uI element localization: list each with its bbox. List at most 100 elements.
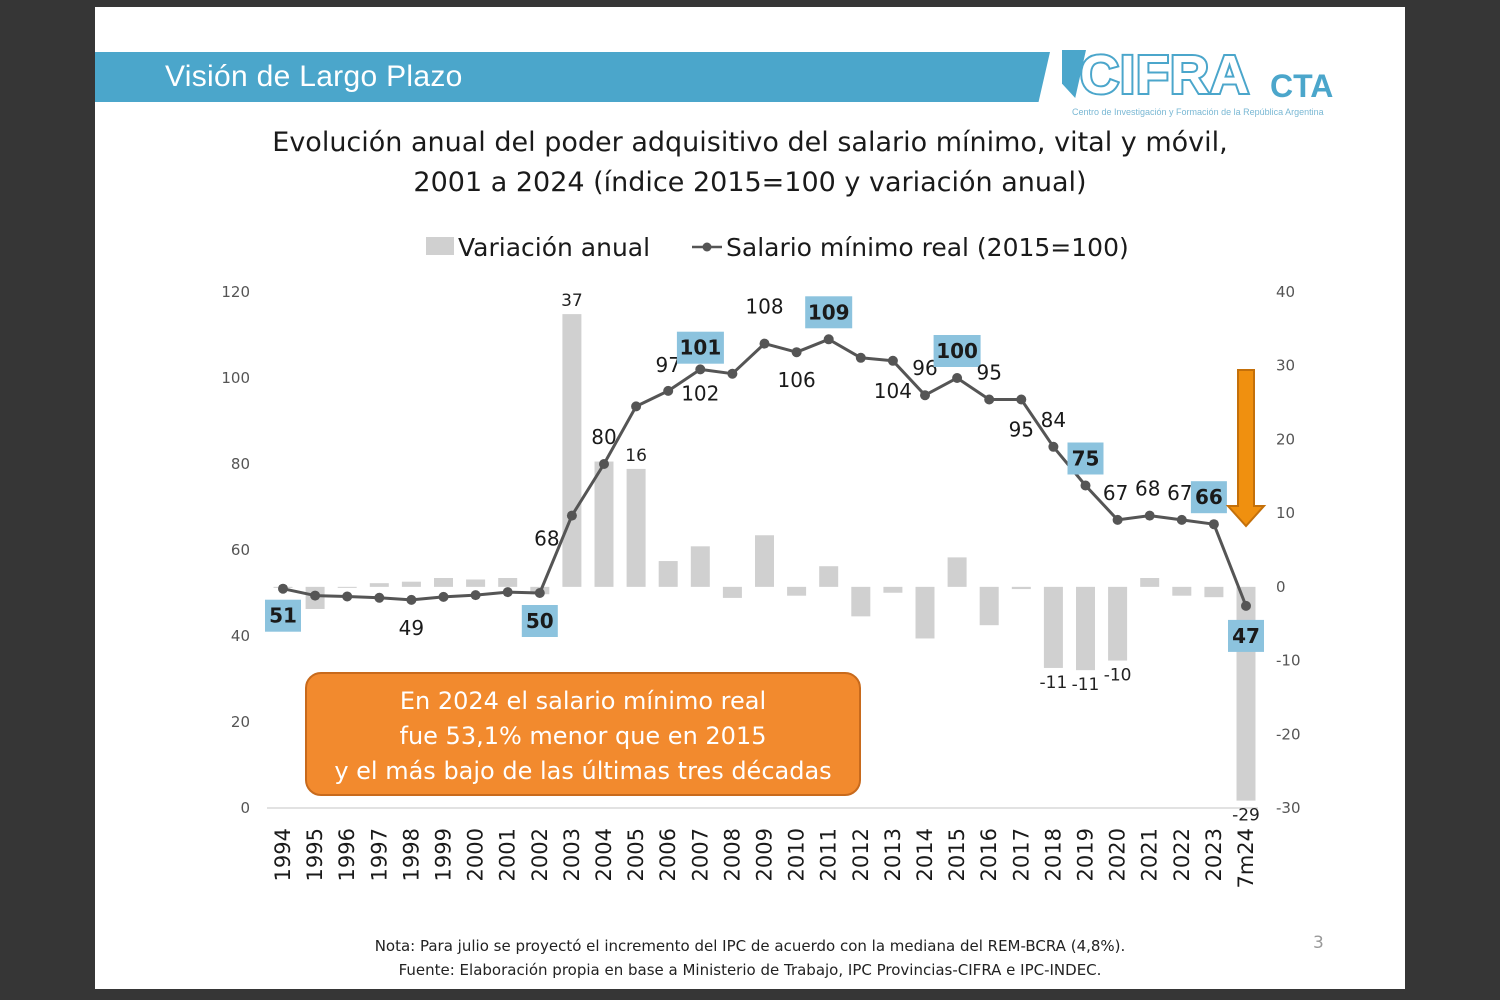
y-right-tick-label: 10 <box>1276 504 1295 522</box>
bar <box>755 535 774 587</box>
bar <box>787 586 807 596</box>
bar-value-label: 37 <box>561 291 583 311</box>
bar <box>337 586 357 588</box>
line-point <box>599 459 609 469</box>
x-tick-label: 2007 <box>688 828 712 881</box>
legend-swatch-bar <box>426 237 454 255</box>
bar <box>498 578 518 587</box>
line-point <box>1016 394 1027 405</box>
bar <box>690 546 710 587</box>
x-tick-label: 2017 <box>1009 828 1033 881</box>
chart-title: Evolución anual del poder adquisitivo de… <box>272 127 1228 158</box>
y-right-tick-label: -10 <box>1276 652 1301 670</box>
bar <box>1172 586 1192 596</box>
line-point <box>1080 480 1091 491</box>
bar <box>626 468 646 587</box>
y-left-tick-label: 40 <box>231 627 250 645</box>
line-point <box>342 591 353 602</box>
value-label-box <box>1067 442 1104 475</box>
line-point <box>1112 514 1123 525</box>
value-label: 84 <box>1041 408 1066 432</box>
value-label-box <box>1228 619 1264 652</box>
x-tick-label: 2011 <box>817 828 841 881</box>
value-label: 108 <box>745 295 783 319</box>
line-point <box>1048 441 1059 452</box>
value-label: 67 <box>1103 481 1128 505</box>
bar <box>562 314 582 587</box>
line-point <box>1176 514 1187 525</box>
x-tick-label: 2006 <box>656 828 680 881</box>
value-label-box <box>265 599 301 632</box>
y-right-tick-label: -30 <box>1276 799 1301 817</box>
down-arrow-icon <box>1225 369 1267 528</box>
value-label: 102 <box>681 381 719 405</box>
value-label: 66 <box>1195 485 1223 509</box>
x-tick-label: 2003 <box>560 828 584 881</box>
legend-label-bar: Variación anual <box>458 233 650 262</box>
y-left-tick-label: 60 <box>231 541 250 559</box>
x-tick-label: 2022 <box>1170 828 1194 881</box>
x-tick-label: 2021 <box>1138 828 1162 881</box>
x-tick-label: 2001 <box>496 828 520 881</box>
x-tick-label: 2012 <box>849 828 873 881</box>
value-label: 68 <box>1135 477 1160 501</box>
slide-background <box>95 7 1405 989</box>
x-tick-label: 1994 <box>271 828 295 881</box>
line-point <box>1144 510 1155 521</box>
line-point <box>920 390 930 401</box>
line-point <box>278 583 288 594</box>
line-point <box>887 355 898 366</box>
bar <box>1011 586 1031 590</box>
footer-note: Nota: Para julio se proyectó el incremen… <box>374 937 1126 955</box>
logo-name: CIFRA <box>1078 43 1251 107</box>
bar <box>434 578 453 587</box>
bar <box>401 581 421 587</box>
x-tick-label: 2005 <box>624 828 648 881</box>
line-point <box>631 401 642 412</box>
line-point <box>438 591 449 602</box>
line-point <box>406 594 417 605</box>
callout-line: En 2024 el salario mínimo real <box>399 687 767 715</box>
x-tick-label: 2010 <box>785 828 809 881</box>
legend-marker <box>702 242 712 252</box>
y-left-tick-label: 80 <box>231 455 250 473</box>
line-point <box>1208 519 1219 530</box>
y-right-tick-label: 20 <box>1276 430 1295 448</box>
x-tick-label: 2019 <box>1074 828 1098 881</box>
bar-value-label: 16 <box>625 446 647 466</box>
line-point <box>984 394 995 405</box>
page-number: 3 <box>1313 933 1324 953</box>
y-right-tick-label: 40 <box>1276 283 1295 301</box>
legend-label-line: Salario mínimo real (2015=100) <box>726 233 1129 262</box>
x-tick-label: 2020 <box>1106 828 1130 881</box>
callout-box: En 2024 el salario mínimo real fue 53,1%… <box>305 672 861 796</box>
value-label: 101 <box>680 336 722 360</box>
bar <box>1076 586 1095 671</box>
value-label: 104 <box>874 379 912 403</box>
logo-suffix: CTA <box>1270 68 1334 104</box>
bar <box>369 583 389 587</box>
x-tick-label: 2018 <box>1041 828 1065 881</box>
bar <box>1204 586 1224 598</box>
value-label: 49 <box>399 616 424 640</box>
x-tick-label: 2002 <box>528 828 552 881</box>
x-tick-label: 1997 <box>367 828 391 881</box>
x-tick-label: 1995 <box>303 828 327 881</box>
bar <box>594 461 614 587</box>
x-tick-label: 1998 <box>399 828 423 881</box>
value-label: 67 <box>1167 481 1192 505</box>
x-tick-label: 1996 <box>335 828 359 881</box>
line-point <box>470 590 481 601</box>
y-right-tick-label: 30 <box>1276 357 1295 375</box>
value-label: 95 <box>976 361 1001 385</box>
bar <box>466 579 486 587</box>
value-label-box <box>933 335 981 367</box>
y-left-tick-label: 0 <box>240 799 250 817</box>
value-label: 50 <box>526 609 554 633</box>
value-label-box <box>521 605 558 637</box>
value-label: 51 <box>269 604 297 628</box>
x-tick-label: 2016 <box>977 828 1001 881</box>
line-point <box>759 338 770 349</box>
x-tick-label: 2015 <box>945 828 969 881</box>
